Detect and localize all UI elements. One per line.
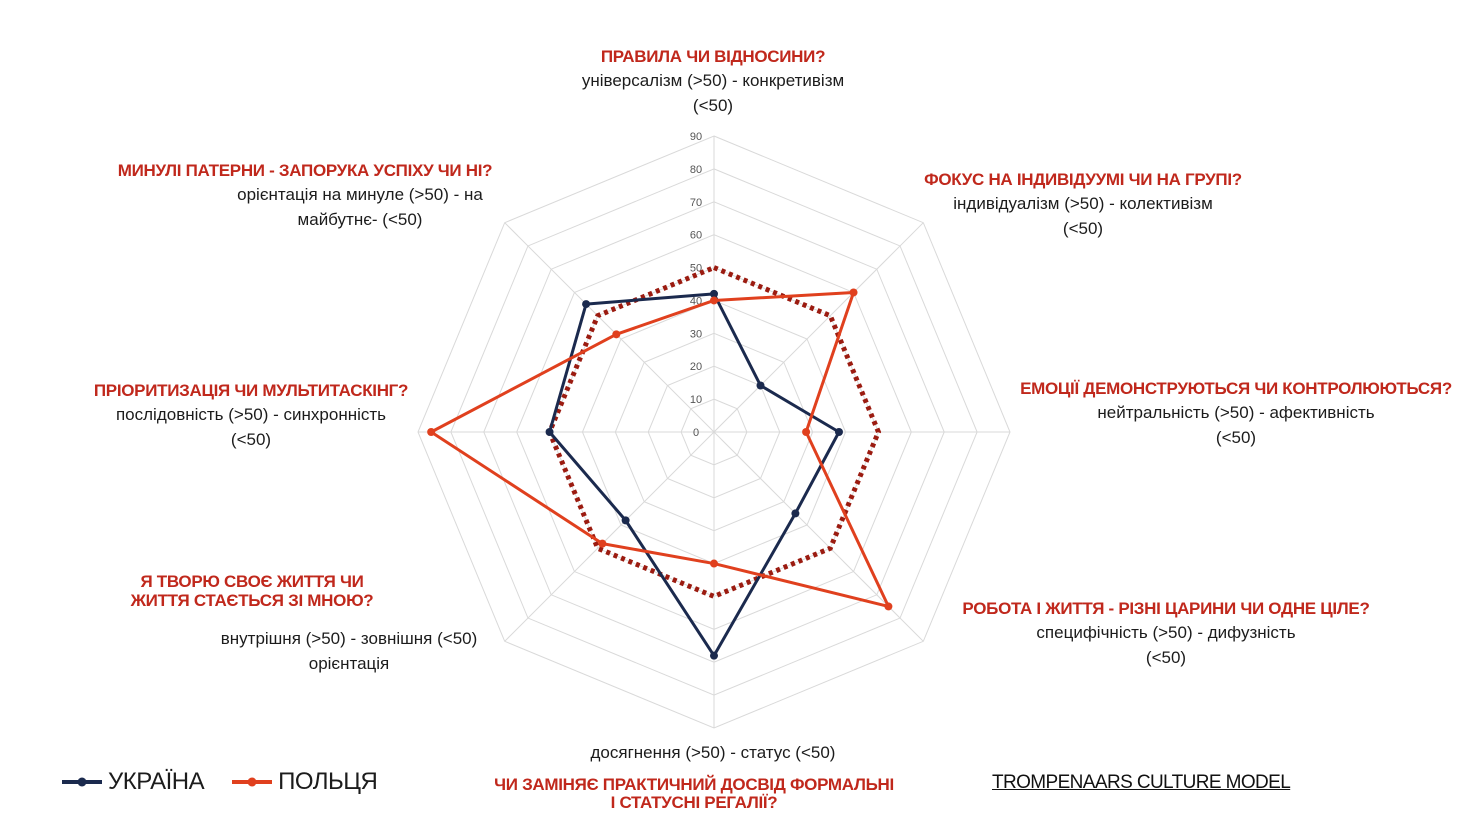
axis-description: досягнення (>50) - статус (<50): [590, 743, 836, 762]
axis-label-6: ПРІОРИТИЗАЦІЯ ЧИ МУЛЬТИТАСКІНГ? послідов…: [46, 380, 456, 452]
data-point: [884, 602, 893, 611]
data-point: [612, 330, 621, 339]
axis-label-5-desc: внутрішня (>50) - зовнішня (<50) орієнта…: [196, 626, 502, 676]
data-point: [849, 288, 858, 297]
series-line-poland: [429, 290, 890, 608]
axis-label-0: ПРАВИЛА ЧИ ВІДНОСИНИ? універсалізм (>50)…: [548, 46, 878, 118]
data-point: [710, 559, 718, 568]
axis-spoke: [504, 431, 715, 642]
axis-spoke: [504, 222, 715, 433]
axis-label-1: ФОКУС НА ІНДИВІДУУМІ ЧИ НА ГРУПІ? індиві…: [915, 169, 1251, 241]
tick-label: 10: [690, 394, 702, 406]
axis-description: орієнтація на минуле (>50) - на майбутнє…: [237, 185, 483, 229]
tick-label: 20: [690, 361, 702, 373]
data-point: [710, 296, 718, 305]
tick-label: 0: [693, 427, 699, 439]
tick-label: 70: [690, 197, 702, 209]
axis-description: індивідуалізм (>50) - колективізм (<50): [953, 194, 1213, 238]
tick-label: 80: [690, 164, 702, 176]
data-point: [710, 289, 718, 298]
axis-label-7: МИНУЛІ ПАТЕРНИ - ЗАПОРУКА УСПІХУ ЧИ НІ? …: [100, 160, 510, 232]
data-point: [834, 428, 843, 436]
model-title: TROMPENAARS CULTURE MODEL: [992, 772, 1291, 793]
axis-spoke: [713, 431, 924, 642]
axis-description: нейтральність (>50) - афективність (<50): [1097, 403, 1375, 447]
data-point: [802, 428, 811, 436]
axis-label-4-desc: досягнення (>50) - статус (<50): [548, 740, 878, 765]
axis-description: специфічність (>50) - дифузність (<50): [1036, 623, 1296, 667]
axis-question: ЕМОЦІЇ ДЕМОНСТРУЮТЬСЯ ЧИ КОНТРОЛЮЮТЬСЯ?: [1020, 379, 1452, 398]
data-point: [427, 428, 436, 436]
axis-question: МИНУЛІ ПАТЕРНИ - ЗАПОРУКА УСПІХУ ЧИ НІ?: [117, 161, 493, 180]
axis-label-4-question: ЧИ ЗАМІНЯЄ ПРАКТИЧНИЙ ДОСВІД ФОРМАЛЬНІ І…: [478, 776, 910, 812]
tick-label: 60: [690, 230, 702, 242]
data-point: [621, 516, 630, 525]
axis-description: універсалізм (>50) - конкретивізм (<50): [581, 71, 845, 115]
axis-description: внутрішня (>50) - зовнішня (<50) орієнта…: [220, 629, 478, 673]
data-point: [791, 509, 800, 518]
legend-label-poland: ПОЛЬЦЯ: [278, 768, 378, 795]
data-point: [582, 300, 591, 309]
legend-label-ukraine: УКРАЇНА: [108, 768, 205, 795]
tick-label: 30: [690, 328, 702, 340]
legend-marker-poland: [232, 777, 273, 787]
data-point: [710, 651, 718, 660]
axis-question: РОБОТА І ЖИТТЯ - РІЗНІ ЦАРИНИ ЧИ ОДНЕ ЦІ…: [962, 599, 1370, 618]
legend-item-poland: ПОЛЬЦЯ: [230, 768, 378, 796]
axis-label-5: Я ТВОРЮ СВОЄ ЖИТТЯ ЧИ ЖИТТЯ СТАЄТЬСЯ ЗІ …: [92, 572, 412, 610]
data-point: [598, 539, 607, 548]
legend-item-ukraine: УКРАЇНА: [60, 768, 205, 796]
axis-question: Я ТВОРЮ СВОЄ ЖИТТЯ ЧИ ЖИТТЯ СТАЄТЬСЯ ЗІ …: [130, 572, 374, 610]
axis-label-2: ЕМОЦІЇ ДЕМОНСТРУЮТЬСЯ ЧИ КОНТРОЛЮЮТЬСЯ? …: [1010, 378, 1462, 450]
axis-description: послідовність (>50) - синхронність (<50): [115, 405, 387, 449]
data-point: [756, 381, 765, 390]
legend-marker-ukraine: [62, 777, 102, 787]
tick-label: 90: [690, 131, 702, 143]
axis-spoke: [713, 222, 924, 433]
data-point: [545, 428, 554, 436]
tick-label: 50: [690, 263, 702, 275]
axis-question: ПРАВИЛА ЧИ ВІДНОСИНИ?: [600, 47, 826, 66]
legend: УКРАЇНА ПОЛЬЦЯ: [60, 768, 378, 796]
axis-label-3: РОБОТА І ЖИТТЯ - РІЗНІ ЦАРИНИ ЧИ ОДНЕ ЦІ…: [950, 598, 1382, 670]
axis-question: ПРІОРИТИЗАЦІЯ ЧИ МУЛЬТИТАСКІНГ?: [93, 381, 409, 400]
axis-question: ЧИ ЗАМІНЯЄ ПРАКТИЧНИЙ ДОСВІД ФОРМАЛЬНІ І…: [494, 775, 894, 812]
axis-question: ФОКУС НА ІНДИВІДУУМІ ЧИ НА ГРУПІ?: [924, 170, 1242, 189]
